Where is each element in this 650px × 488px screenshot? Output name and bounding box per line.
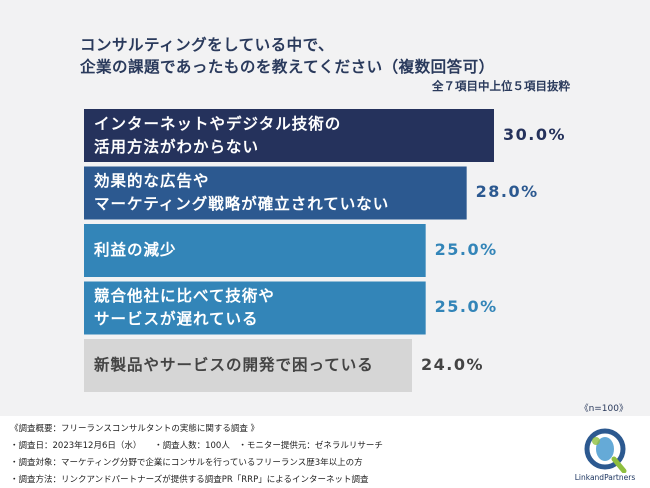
bar bbox=[84, 281, 426, 335]
bar-category-line: インターネットやデジタル技術の bbox=[94, 114, 342, 133]
note-line: ・調査対象：マーケティング分野で企業にコンサルを行っているフリーランス歴3年以上… bbox=[10, 458, 363, 468]
bar-category-line: 効果的な広告や bbox=[94, 172, 210, 190]
logo-mark-icon bbox=[584, 428, 627, 474]
bar-category-label: 新製品やサービスの開発で困っている bbox=[94, 354, 374, 377]
note-line: 《調査概要：フリーランスコンサルタントの実態に関する調査 》 bbox=[10, 424, 260, 434]
bar-category-line: 新製品やサービスの開発で困っている bbox=[94, 356, 374, 374]
bar bbox=[84, 224, 426, 277]
chart-title: コンサルティングをしている中で、 企業の課題であったものを教えてください（複数回… bbox=[80, 34, 600, 78]
bar bbox=[84, 339, 412, 392]
chart-subtitle: 全７項目中上位５項目抜粋 bbox=[432, 79, 570, 93]
bar-value-label: 24.0% bbox=[421, 354, 485, 374]
bar-category-line: マーケティング戦略が確立されていない bbox=[94, 195, 390, 213]
logo-text: LinkandPartners bbox=[574, 473, 636, 482]
bar-value-label: 25.0% bbox=[434, 239, 498, 259]
title-line-2: 企業の課題であったものを教えてください（複数回答可） bbox=[80, 58, 495, 76]
note-line: ・調査方法：リンクアンドパートナーズが提供する調査PR「RRP」によるインターネ… bbox=[10, 475, 369, 485]
bar-category-line: 利益の減少 bbox=[94, 241, 177, 259]
survey-notes: 《調査概要：フリーランスコンサルタントの実態に関する調査 》 ・調査日：2023… bbox=[0, 416, 650, 488]
bar-category-label: 効果的な広告やマーケティング戦略が確立されていない bbox=[94, 170, 389, 216]
bar-category-line: 活用方法がわからない bbox=[94, 137, 260, 156]
bar-category-label: 利益の減少 bbox=[94, 239, 177, 262]
bar-value-label: 25.0% bbox=[434, 297, 498, 316]
note-line: ・調査日：2023年12月6日（水） ・調査人数：100人 ・モニター提供元：ゼ… bbox=[10, 441, 383, 451]
bar-category-label: インターネットやデジタル技術の 活用方法がわからない bbox=[94, 113, 341, 159]
bar-value-label: 28.0% bbox=[475, 182, 539, 201]
bar bbox=[84, 166, 467, 220]
bar-category-label: 競合他社に比べて技術や サービスが遅れている bbox=[94, 285, 275, 331]
bar-value-label: 30.0% bbox=[503, 124, 567, 144]
bar-category-line: サービスが遅れている bbox=[94, 310, 259, 328]
bar-category-line: 競合他社に比べて技術や bbox=[94, 287, 275, 305]
title-line-1: コンサルティングをしている中で、 bbox=[80, 36, 334, 54]
sample-size: 《n=100》 bbox=[579, 404, 628, 414]
bar bbox=[84, 109, 494, 162]
company-logo: LinkandPartners bbox=[574, 427, 636, 485]
